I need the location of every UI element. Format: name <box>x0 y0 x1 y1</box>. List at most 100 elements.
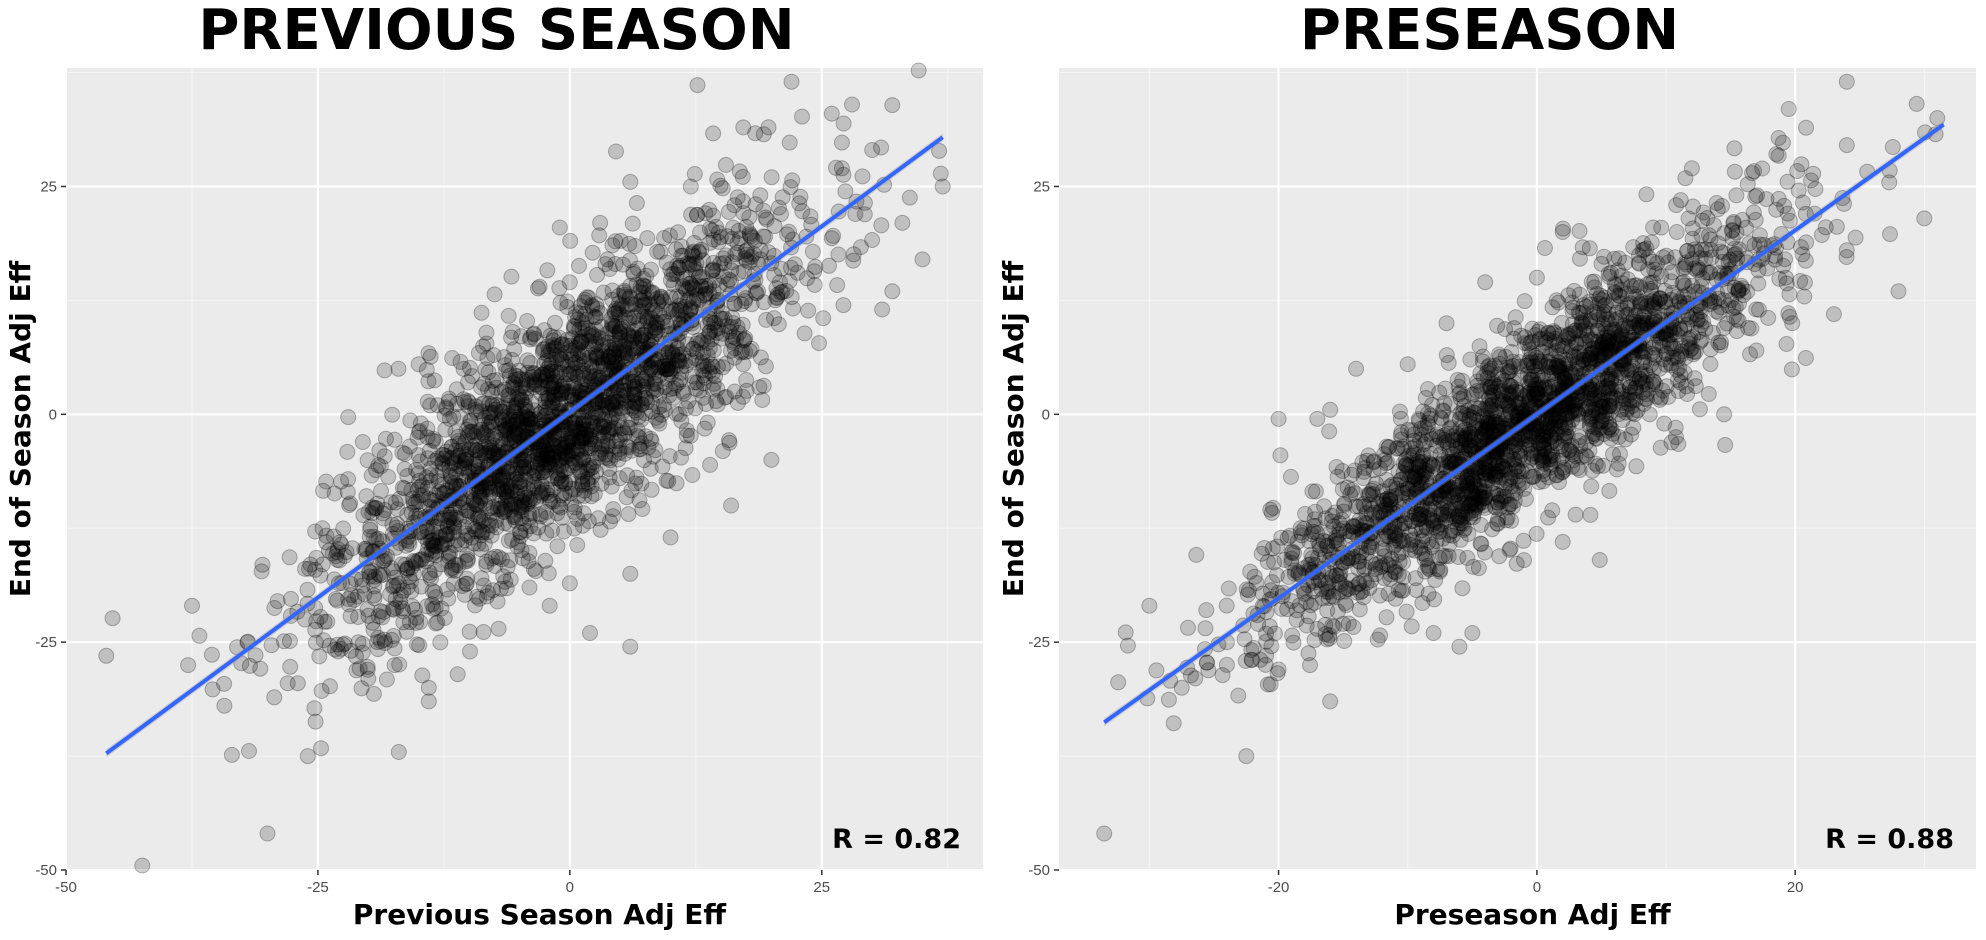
data-point <box>1361 487 1378 504</box>
data-point <box>490 481 507 498</box>
data-point <box>396 480 413 497</box>
data-point <box>1661 327 1678 344</box>
data-point <box>683 352 699 369</box>
data-point <box>864 142 881 158</box>
data-point <box>651 367 668 384</box>
data-point <box>476 445 493 461</box>
data-point <box>591 227 608 244</box>
data-point <box>1621 361 1638 378</box>
data-point <box>901 189 918 206</box>
data-point <box>1680 308 1697 325</box>
data-point <box>546 340 563 356</box>
data-point <box>384 406 401 423</box>
data-point <box>537 407 554 424</box>
data-point <box>596 411 613 428</box>
data-point <box>370 629 387 646</box>
data-point <box>482 481 499 498</box>
data-point <box>1697 241 1714 258</box>
data-point <box>729 394 746 411</box>
data-point <box>532 406 548 423</box>
data-point <box>1457 505 1474 522</box>
data-point <box>1567 363 1584 380</box>
data-point <box>1530 323 1547 340</box>
data-point <box>1626 277 1643 294</box>
data-point <box>540 446 556 463</box>
data-point <box>633 435 650 452</box>
data-point <box>1890 283 1907 300</box>
data-point <box>1502 465 1519 481</box>
data-point <box>428 547 444 564</box>
y-tick-label: -25 <box>35 634 57 651</box>
data-point <box>1414 448 1431 465</box>
data-point <box>573 430 590 447</box>
data-point <box>726 383 743 400</box>
data-point <box>369 634 386 651</box>
data-point <box>1693 227 1710 244</box>
data-point <box>1534 452 1551 469</box>
data-point <box>554 382 571 399</box>
data-point <box>1471 338 1488 355</box>
data-point <box>494 411 510 428</box>
data-point <box>620 326 637 343</box>
data-point <box>670 374 687 391</box>
data-point <box>588 296 605 313</box>
data-point <box>495 469 512 486</box>
data-point <box>1258 633 1275 650</box>
data-point <box>428 468 445 485</box>
data-point <box>525 525 542 542</box>
data-point <box>477 361 494 378</box>
data-point <box>343 642 359 659</box>
data-point <box>1760 309 1777 326</box>
data-point <box>1635 375 1651 392</box>
data-point <box>423 570 439 587</box>
data-point <box>1793 239 1809 256</box>
data-point <box>600 450 617 467</box>
data-point <box>686 248 703 265</box>
data-point <box>735 119 752 136</box>
data-point <box>1528 385 1545 402</box>
data-point <box>414 477 431 494</box>
data-point <box>1315 532 1332 549</box>
data-point <box>1437 548 1454 565</box>
data-point <box>367 499 384 516</box>
data-point <box>636 308 653 325</box>
data-point <box>736 263 753 280</box>
data-point <box>507 465 524 482</box>
data-point <box>621 376 638 393</box>
data-point <box>442 474 459 490</box>
data-point <box>633 390 650 407</box>
data-point <box>406 565 422 582</box>
data-point <box>504 412 521 429</box>
data-point <box>1594 412 1611 429</box>
data-point <box>612 232 629 249</box>
data-point <box>399 506 416 523</box>
data-point <box>436 450 452 467</box>
data-point <box>482 484 499 501</box>
data-point <box>584 298 601 315</box>
data-point <box>684 278 701 295</box>
data-point <box>1542 411 1559 428</box>
data-point <box>630 409 647 426</box>
data-point <box>646 326 663 343</box>
data-point <box>1462 484 1479 501</box>
data-point <box>412 524 429 541</box>
data-point <box>656 402 673 419</box>
data-point <box>1393 521 1410 538</box>
data-point <box>495 568 512 585</box>
data-point <box>704 365 721 382</box>
data-point <box>662 361 679 378</box>
data-point <box>361 528 378 545</box>
data-point <box>623 442 640 459</box>
data-point <box>1611 310 1628 327</box>
data-point <box>681 257 698 274</box>
data-point <box>408 609 425 626</box>
data-point <box>742 228 759 245</box>
data-point <box>623 333 640 350</box>
data-point <box>504 531 521 548</box>
data-point <box>754 392 771 408</box>
data-point <box>276 633 292 650</box>
data-point <box>562 348 579 364</box>
data-point <box>1789 163 1806 179</box>
data-point <box>1119 637 1136 654</box>
data-point <box>671 302 688 319</box>
